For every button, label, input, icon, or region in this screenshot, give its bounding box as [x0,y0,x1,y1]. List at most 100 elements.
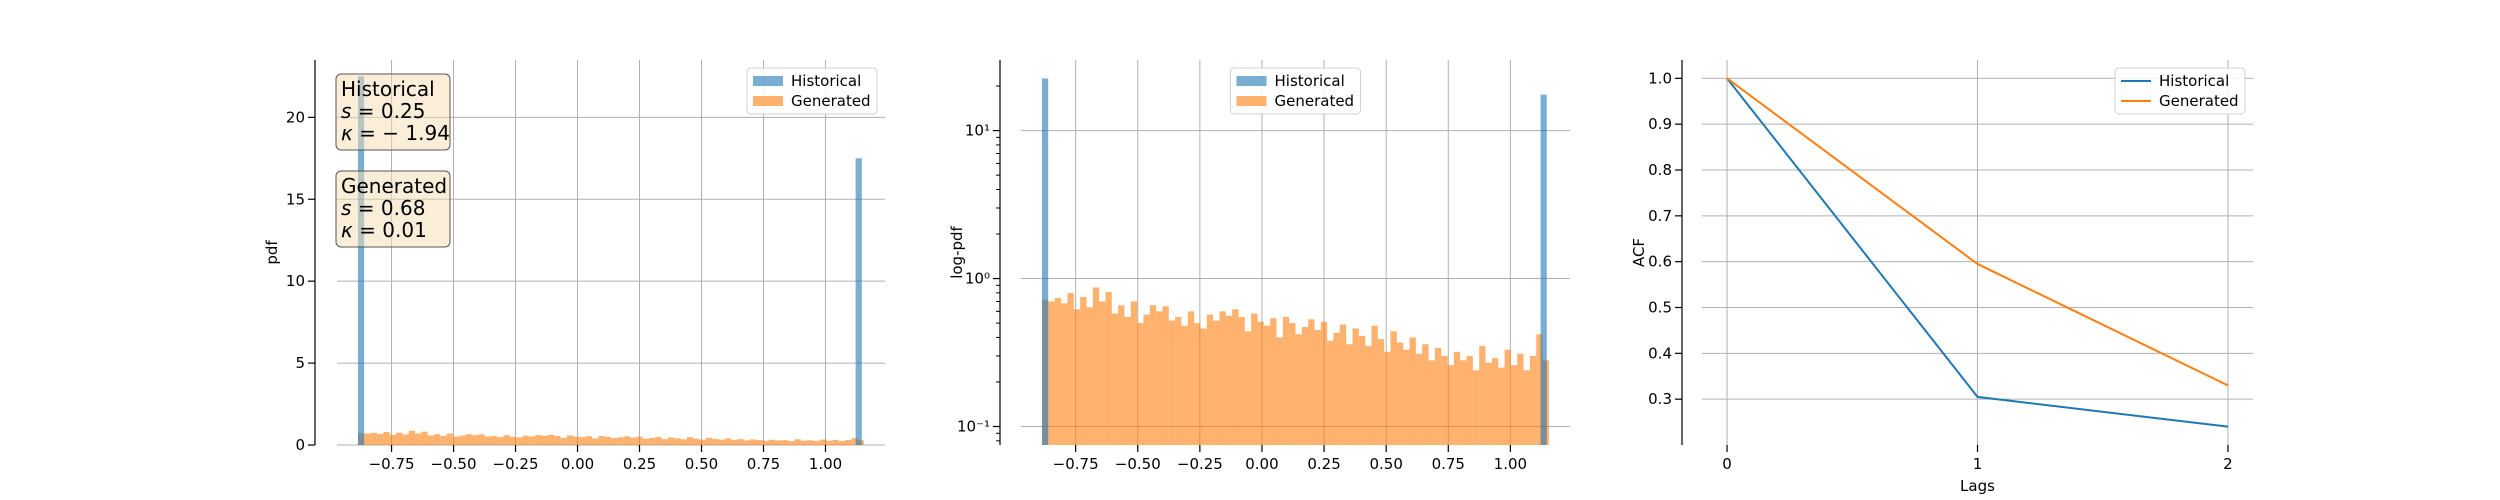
generated-bar [1466,355,1473,445]
generated-bar [718,439,725,445]
y-axis-label: log-pdf [948,225,966,278]
generated-bar [775,440,782,445]
generated-bar [1314,329,1321,445]
legend-swatch [1236,76,1267,86]
generated-bar [396,432,403,445]
generated-bar [421,431,428,445]
generated-bar [604,436,611,445]
x-tick-label: 0.75 [1432,455,1465,473]
generated-bar [680,439,687,445]
y-tick-label: 0.3 [1648,390,1672,408]
stats-skewness: s = 0.25 [341,99,425,123]
generated-bar [1219,311,1226,445]
legend-swatch [1236,96,1267,106]
legend-label: Historical [2159,72,2229,90]
y-tick-label: 0.4 [1648,344,1672,362]
generated-bar [1415,353,1423,445]
generated-bar [554,435,561,445]
panel-2: 10⁻¹ 10⁰ 10¹ −0.75 −0.50 −0.25 0.00 0.25 0.50 0.7… [948,60,1570,473]
generated-bar [459,435,466,445]
generated-bar [573,436,580,445]
generated-bar [699,439,706,445]
legend-label: Historical [791,72,861,90]
generated-bar [1054,297,1062,445]
generated-bar [509,436,517,445]
generated-bar [1358,335,1366,445]
series-line-historical [1726,77,2229,428]
generated-bar [1536,334,1543,445]
legend-label: Historical [1275,72,1345,90]
stats-title: Historical [341,77,435,101]
generated-bar [1080,297,1087,445]
generated-bar [446,433,453,445]
y-tick-label: 20 [286,108,305,126]
generated-bar [648,437,656,445]
series-line-generated [1726,77,2229,387]
generated-bar [503,435,510,445]
generated-bar [1130,301,1138,445]
legend: Historical Generated [746,67,878,115]
generated-bar [794,439,801,445]
generated-bar [629,437,637,445]
x-tick-label: 0.00 [1245,455,1278,473]
generated-bar [377,433,384,445]
generated-bar [579,437,586,445]
generated-bar [1365,346,1372,445]
stats-box-frame [335,170,451,248]
generated-bar [1352,328,1359,445]
generated-bar [769,439,776,445]
generated-bar [1073,309,1081,445]
generated-bar [440,435,447,445]
generated-bar [617,437,624,445]
x-tick-label: −0.25 [493,455,539,473]
generated-bar [433,434,441,445]
historical-bar [1540,94,1547,445]
stats-skewness: s = 0.68 [341,196,425,220]
generated-bar [370,432,378,445]
generated-bar [471,435,479,445]
generated-bar [1498,367,1505,445]
generated-bar [636,436,643,445]
generated-bar [1371,325,1378,445]
generated-bar [1111,313,1119,445]
stats-kurtosis: κ = 0.01 [341,218,427,242]
y-tick-label: 10⁻¹ [957,418,990,436]
legend-label: Generated [1275,92,1355,110]
generated-bar [851,438,858,445]
generated-bar [1086,307,1093,445]
generated-bar [1384,351,1391,445]
generated-bar [1377,339,1385,445]
generated-bar [1479,346,1486,445]
y-axis-label: ACF [1630,238,1648,267]
x-axis-label: Lags [1960,477,1995,495]
generated-bar [1244,331,1252,445]
x-tick-label: −0.75 [369,455,415,473]
generated-bar [1105,292,1112,445]
generated-bar [592,438,599,445]
x-tick-label: −0.25 [1177,455,1223,473]
generated-bar [1409,337,1416,445]
generated-bar [756,440,763,445]
generated-bar [1181,325,1188,445]
generated-bar [1282,316,1290,445]
generated-bar [788,441,795,445]
generated-bar [1403,349,1410,445]
stats-kurtosis: κ = − 1.94 [341,121,450,145]
x-tick-label: 1.00 [1494,455,1527,473]
generated-bar [1168,320,1176,445]
y-tick-label: 1.0 [1648,69,1672,87]
generated-bar [1517,353,1524,445]
generated-bar [1320,321,1328,445]
generated-bar [1061,303,1068,445]
x-tick-label: 0.00 [561,455,594,473]
generated-bar [1124,316,1131,445]
generated-bar [1206,314,1214,445]
generated-bar [1523,370,1530,445]
generated-bar [762,440,770,445]
generated-bar [832,439,839,445]
legend-swatch [753,76,783,86]
y-axis-label: pdf [263,240,281,265]
generated-bar [1327,340,1334,445]
